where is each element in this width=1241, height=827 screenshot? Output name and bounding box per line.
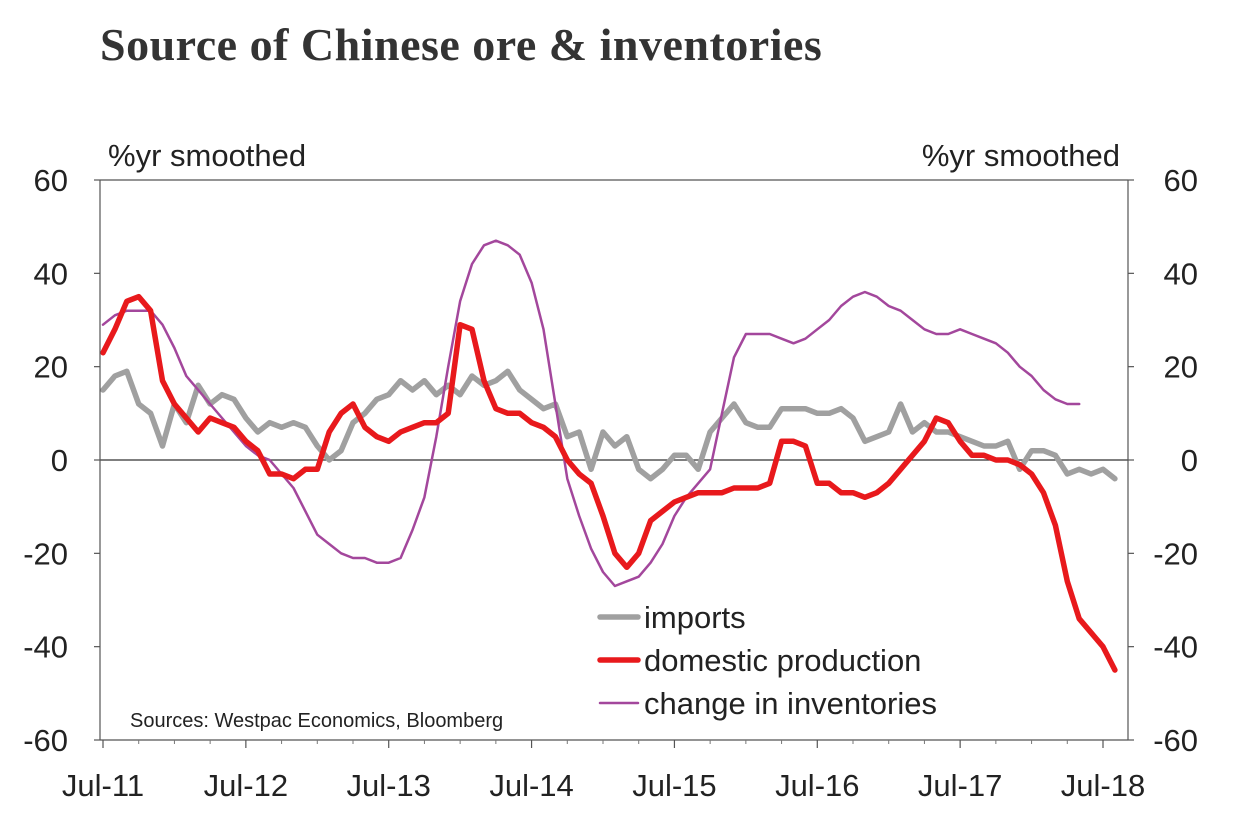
x-tick-label: Jul-18: [1061, 768, 1145, 803]
right-y-tick-label: 20: [1164, 350, 1198, 385]
series-layer: [100, 239, 1118, 673]
legend-label-change-in-inventories: change in inventories: [644, 686, 937, 721]
source-note: Sources: Westpac Economics, Bloomberg: [130, 710, 503, 732]
x-tick-label: Jul-13: [346, 768, 430, 803]
left-y-tick-label: -20: [23, 536, 68, 571]
x-tick-label: Jul-15: [632, 768, 716, 803]
chart-title: Source of Chinese ore & inventories: [100, 19, 823, 70]
left-y-tick-label: 60: [34, 163, 68, 198]
x-tick-label: Jul-12: [204, 768, 288, 803]
right-y-tick-label: 60: [1164, 163, 1198, 198]
right-axis-unit-label: %yr smoothed: [922, 138, 1120, 173]
left-axis-unit-label: %yr smoothed: [108, 138, 306, 173]
right-y-tick-label: 0: [1181, 443, 1198, 478]
x-tick-label: Jul-14: [489, 768, 573, 803]
series-line-domestic-production: [100, 293, 1118, 673]
left-y-tick-label: 20: [34, 350, 68, 385]
series-line-imports: [100, 368, 1118, 482]
left-y-tick-label: 40: [34, 256, 68, 291]
x-tick-label: Jul-16: [775, 768, 859, 803]
right-y-tick-label: -60: [1153, 723, 1198, 758]
series-line-change-in-inventories: [101, 239, 1081, 588]
x-tick-label: Jul-11: [62, 768, 144, 803]
right-y-tick-label: -40: [1153, 630, 1198, 665]
legend: imports domestic production change in inve…: [597, 600, 937, 721]
left-y-tick-label: -60: [23, 723, 68, 758]
legend-label-domestic-production: domestic production: [644, 643, 921, 678]
right-y-tick-label: -20: [1153, 536, 1198, 571]
x-tick-label: Jul-17: [918, 768, 1002, 803]
left-y-tick-label: 0: [51, 443, 68, 478]
axis-layer: 60 60 40 40 20 20 0 0 -20 -20 -40 -40 -60 -60 Jul-11 Ju…: [23, 163, 1198, 803]
right-y-tick-label: 40: [1164, 256, 1198, 291]
legend-label-imports: imports: [644, 600, 746, 635]
left-y-tick-label: -40: [23, 630, 68, 665]
